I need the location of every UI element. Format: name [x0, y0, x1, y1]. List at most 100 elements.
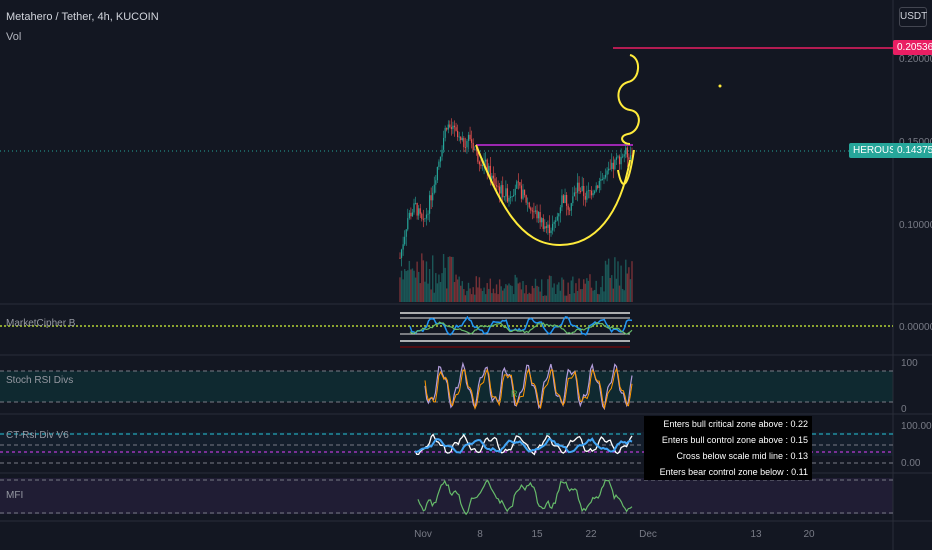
- volume-bar: [452, 256, 454, 302]
- volume-bar: [458, 276, 460, 302]
- volume-bar: [509, 285, 512, 302]
- volume-bar: [587, 280, 590, 302]
- mfi-line: [417, 479, 633, 516]
- candle-body: [441, 149, 443, 157]
- candle-body: [544, 226, 546, 229]
- ctrsi-label[interactable]: CT-Rsi Div V6: [6, 430, 69, 441]
- stoch-rsi-label[interactable]: Stoch RSI Divs: [6, 375, 74, 386]
- volume-label[interactable]: Vol: [6, 31, 22, 43]
- volume-bar: [407, 270, 409, 302]
- candle-body: [533, 211, 535, 213]
- candle-body: [486, 159, 488, 173]
- ctrsi-tick-bottom: 0.00: [901, 458, 921, 469]
- volume-bar: [558, 282, 560, 302]
- volume-bar: [586, 278, 588, 302]
- time-tick: Dec: [639, 529, 657, 540]
- candle-body: [584, 196, 586, 200]
- volume-bar: [413, 270, 415, 302]
- candle-body: [427, 213, 429, 215]
- volume-bar: [486, 283, 488, 302]
- volume-bar: [467, 282, 470, 302]
- volume-bar: [539, 291, 541, 302]
- candle-body: [422, 218, 424, 220]
- volume-bar: [530, 293, 532, 302]
- volume-bar: [623, 290, 625, 302]
- candle-body: [564, 195, 566, 204]
- market-cipher-label[interactable]: MarketCipher B: [6, 318, 76, 329]
- candle-body: [407, 218, 409, 230]
- candle-body: [622, 156, 624, 158]
- candle-body: [629, 155, 632, 160]
- volume-bar: [474, 294, 476, 302]
- volume-bar: [403, 269, 406, 302]
- volume-bar: [469, 288, 471, 302]
- volume-bar: [609, 277, 611, 302]
- candle-body: [485, 159, 487, 162]
- candle-body: [466, 140, 468, 148]
- volume-bar: [583, 279, 585, 302]
- candle-body: [631, 155, 633, 157]
- candle-body: [531, 210, 533, 212]
- candle-body: [611, 162, 613, 169]
- price-tick-mid: 0.15000: [899, 137, 932, 148]
- candle-body: [461, 138, 463, 141]
- stoch-rsi-zone: [0, 371, 893, 402]
- candle-body: [425, 214, 428, 219]
- candle-body: [603, 177, 605, 180]
- volume-bar: [442, 254, 445, 302]
- candle-body: [519, 182, 521, 186]
- candle-body: [399, 257, 401, 259]
- volume-bar: [626, 273, 629, 302]
- volume-bar: [506, 285, 509, 302]
- volume-bar: [431, 255, 434, 302]
- candle-body: [623, 154, 625, 157]
- volume-bar: [589, 274, 591, 302]
- candle-body: [551, 223, 554, 231]
- candle-body: [562, 195, 565, 204]
- volume-bar: [629, 279, 632, 302]
- candle-body: [488, 165, 490, 173]
- volume-bar: [564, 295, 566, 302]
- volume-bar: [498, 279, 501, 302]
- chart-title[interactable]: Metahero / Tether, 4h, KUCOIN: [6, 11, 159, 23]
- volume-bar: [526, 294, 529, 302]
- volume-bar: [438, 274, 440, 302]
- candle-body: [404, 236, 406, 245]
- volume-bar: [489, 278, 492, 302]
- volume-bar: [545, 295, 548, 302]
- volume-bar: [516, 277, 518, 302]
- candle-body: [497, 186, 499, 188]
- volume-bar: [600, 287, 602, 302]
- candle-body: [402, 244, 404, 250]
- cup-curve[interactable]: [475, 144, 631, 247]
- candles: [399, 118, 633, 267]
- projection-squiggle[interactable]: [617, 54, 640, 145]
- volume-bar: [556, 284, 558, 302]
- price-tick-low: 0.10000: [899, 220, 932, 231]
- candle-body: [428, 195, 431, 214]
- volume-bar: [433, 292, 435, 302]
- mfi-label[interactable]: MFI: [6, 490, 24, 501]
- volume-bar: [511, 285, 513, 302]
- handle-curve[interactable]: [617, 149, 635, 185]
- volume-bar: [491, 293, 493, 302]
- candle-body: [559, 207, 561, 214]
- volume-bar: [598, 294, 601, 302]
- volume-bar: [424, 281, 426, 302]
- candle-body: [525, 195, 527, 203]
- time-tick: 22: [585, 529, 597, 540]
- volume-bar: [410, 269, 412, 302]
- candle-body: [575, 192, 577, 194]
- volume-bar: [536, 285, 538, 302]
- volume-bar: [478, 277, 481, 302]
- candle-body: [506, 188, 509, 202]
- volume-bar: [427, 283, 429, 302]
- volume-bar: [579, 289, 582, 302]
- candle-body: [608, 168, 610, 171]
- volume-bar: [542, 295, 544, 302]
- volume-bar: [611, 275, 613, 302]
- volume-bar: [612, 288, 615, 302]
- volume-bar: [562, 279, 565, 302]
- currency-button[interactable]: USDT: [899, 7, 927, 27]
- candle-body: [424, 218, 426, 220]
